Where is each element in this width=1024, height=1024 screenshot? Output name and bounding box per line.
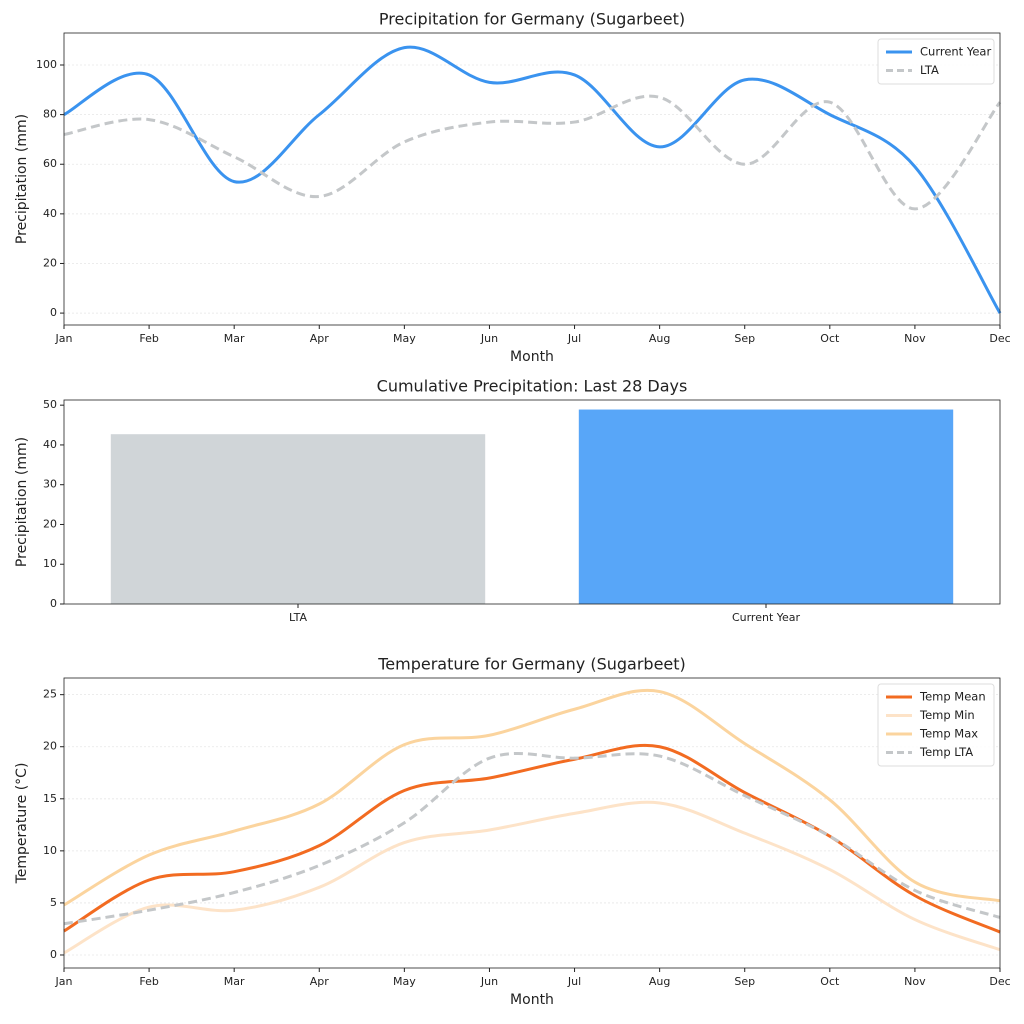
- x-tick-label: Dec: [989, 975, 1010, 988]
- x-tick-label: Aug: [649, 332, 670, 345]
- legend-label: Temp Min: [919, 708, 975, 722]
- bar: [578, 409, 954, 604]
- y-tick-label: 40: [43, 438, 57, 451]
- x-tick-label: Jan: [55, 332, 73, 345]
- line-series: [63, 688, 1001, 907]
- legend-label: Temp Mean: [919, 690, 986, 704]
- x-tick-label: Feb: [139, 975, 158, 988]
- x-tick-label: Jul: [567, 332, 581, 345]
- legend-label: Current Year: [920, 45, 991, 59]
- x-tick-label: Oct: [820, 975, 840, 988]
- plot-frame: [63, 32, 1001, 326]
- y-tick-label: 0: [50, 948, 57, 961]
- y-tick-label: 0: [50, 597, 57, 610]
- chart-title: Temperature for Germany (Sugarbeet): [377, 655, 686, 674]
- x-tick-label: Mar: [224, 975, 245, 988]
- y-tick-label: 10: [43, 557, 57, 570]
- x-tick-label: LTA: [289, 611, 307, 624]
- line-series: [63, 743, 1001, 934]
- y-tick-label: 5: [50, 896, 57, 909]
- x-tick-label: Feb: [139, 332, 158, 345]
- legend-box: [877, 683, 995, 767]
- line-series: [63, 752, 1001, 926]
- line-series: [63, 45, 1002, 314]
- legend-box: [877, 38, 995, 85]
- chart-panel: Cumulative Precipitation: Last 28 Days Pr…: [14, 377, 1001, 624]
- x-tick-label: Sep: [734, 975, 755, 988]
- x-tick-label: May: [393, 975, 416, 988]
- y-tick-label: 60: [43, 157, 57, 170]
- x-tick-label: Current Year: [732, 611, 801, 624]
- x-tick-label: Nov: [904, 332, 926, 345]
- x-tick-label: Jun: [480, 332, 498, 345]
- y-tick-label: 20: [43, 517, 57, 530]
- bar: [110, 434, 486, 604]
- y-tick-label: 20: [43, 740, 57, 753]
- x-tick-label: Jul: [567, 975, 581, 988]
- y-tick-label: 25: [43, 688, 57, 701]
- y-tick-label: 40: [43, 207, 57, 220]
- y-tick-label: 80: [43, 108, 57, 121]
- x-tick-label: Jan: [55, 975, 73, 988]
- x-tick-label: Aug: [649, 975, 670, 988]
- x-tick-label: May: [393, 332, 416, 345]
- chart-panel: Temperature for Germany (Sugarbeet) Tempe…: [14, 655, 1011, 1009]
- plot-frame: [63, 399, 1001, 605]
- x-axis-label: Month: [510, 992, 554, 1008]
- y-tick-label: 0: [50, 306, 57, 319]
- y-tick-label: 30: [43, 478, 57, 491]
- y-tick-label: 50: [43, 398, 57, 411]
- legend-label: LTA: [920, 63, 939, 77]
- y-tick-label: 10: [43, 844, 57, 857]
- y-axis-label: Precipitation (mm): [14, 437, 30, 567]
- x-tick-label: Dec: [989, 332, 1010, 345]
- x-tick-label: Jun: [480, 975, 498, 988]
- x-tick-label: Sep: [734, 332, 755, 345]
- x-tick-label: Oct: [820, 332, 840, 345]
- x-tick-label: Apr: [310, 332, 330, 345]
- y-axis-label: Precipitation (mm): [14, 114, 30, 244]
- y-axis-label: Temperature (°C): [14, 763, 30, 885]
- y-tick-label: 100: [36, 58, 57, 71]
- chart-title: Precipitation for Germany (Sugarbeet): [379, 10, 685, 29]
- legend-label: Temp Max: [919, 727, 978, 741]
- y-tick-label: 15: [43, 792, 57, 805]
- chart-panel: Precipitation for Germany (Sugarbeet) Pre…: [14, 10, 1011, 366]
- legend-label: Temp LTA: [919, 745, 973, 759]
- x-tick-label: Mar: [224, 332, 245, 345]
- x-tick-label: Nov: [904, 975, 926, 988]
- plot-frame: [63, 677, 1001, 969]
- x-tick-label: Apr: [310, 975, 330, 988]
- line-series: [63, 800, 1001, 955]
- chart-title: Cumulative Precipitation: Last 28 Days: [377, 377, 688, 396]
- y-tick-label: 20: [43, 256, 57, 269]
- x-axis-label: Month: [510, 349, 554, 365]
- line-series: [63, 94, 1002, 211]
